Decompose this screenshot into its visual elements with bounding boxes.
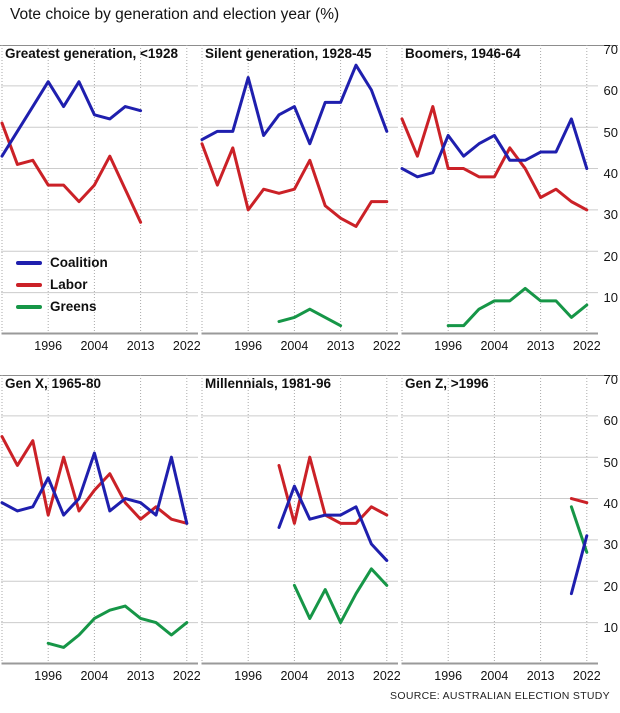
panel-boomers-1946-64: Boomers, 1946-64 — [400, 44, 600, 335]
panel-plot-gen-x-1965-80 — [0, 375, 198, 665]
line-greens — [292, 567, 389, 625]
row-top-rule — [0, 44, 618, 46]
x-tick-label-2004: 2004 — [280, 669, 309, 683]
legend-swatch-greens — [16, 304, 42, 309]
x-tick-label-2022: 2022 — [172, 669, 201, 683]
line-labor — [200, 142, 389, 228]
line-coalition — [0, 451, 189, 525]
row-top-rule — [0, 374, 618, 376]
line-labor — [0, 121, 143, 224]
x-tick-label-1996: 1996 — [234, 669, 263, 683]
line-labor — [0, 435, 189, 525]
chart-title: Vote choice by generation and election y… — [10, 6, 340, 23]
x-tick-label-2004: 2004 — [280, 339, 309, 353]
panel-title-greatest-generation-1928: Greatest generation, <1928 — [5, 46, 178, 61]
legend-label-greens: Greens — [50, 298, 97, 314]
x-tick-label-2004: 2004 — [480, 669, 509, 683]
x-tick-label-2022: 2022 — [572, 339, 601, 353]
y-axis-label: 40 — [603, 496, 618, 512]
x-tick-label-2022: 2022 — [172, 339, 201, 353]
legend-label-coalition: Coalition — [50, 254, 108, 270]
x-tick-label-2013: 2013 — [326, 669, 355, 683]
panel-title-silent-generation-1928-45: Silent generation, 1928-45 — [205, 46, 372, 61]
panel-title-gen-z-1996: Gen Z, >1996 — [405, 376, 489, 391]
y-axis-label: 60 — [603, 83, 618, 99]
y-axis-label: 50 — [603, 124, 618, 140]
legend-swatch-labor — [16, 282, 42, 287]
chart-legend: Coalition Labor Greens — [16, 255, 108, 321]
x-tick-label-1996: 1996 — [34, 339, 63, 353]
panel-plot-silent-generation-1928-45 — [200, 45, 398, 335]
line-greens — [446, 286, 589, 328]
panel-plot-gen-z-1996 — [401, 375, 598, 665]
legend-item-coalition: Coalition — [16, 255, 108, 270]
x-tick-label-1996: 1996 — [434, 339, 463, 353]
x-tick-label-2022: 2022 — [572, 669, 601, 683]
x-tick-label-2022: 2022 — [372, 669, 401, 683]
panel-title-millennials-1981-96: Millennials, 1981-96 — [205, 376, 332, 391]
line-coalition — [277, 484, 389, 563]
line-coalition — [400, 117, 589, 179]
legend-label-labor: Labor — [50, 276, 88, 292]
x-tick-label-2013: 2013 — [326, 339, 355, 353]
legend-item-greens: Greens — [16, 299, 108, 314]
y-axis-label: 70 — [603, 372, 618, 387]
x-tick-label-2013: 2013 — [526, 669, 555, 683]
panel-silent-generation-1928-45: Silent generation, 1928-45 — [200, 44, 400, 335]
x-tick-label-2013: 2013 — [126, 669, 155, 683]
line-coalition — [569, 534, 589, 596]
legend-swatch-coalition — [16, 260, 42, 265]
panel-title-gen-x-1965-80: Gen X, 1965-80 — [5, 376, 102, 391]
y-axis-label: 40 — [603, 166, 618, 182]
line-labor — [277, 455, 389, 525]
panel-title-boomers-1946-64: Boomers, 1946-64 — [405, 46, 521, 61]
x-tick-label-1996: 1996 — [234, 339, 263, 353]
y-axis-label: 30 — [603, 207, 618, 223]
line-labor — [569, 497, 589, 505]
legend-item-labor: Labor — [16, 277, 108, 292]
x-tick-label-1996: 1996 — [434, 669, 463, 683]
x-tick-label-2004: 2004 — [80, 339, 109, 353]
y-axis-label: 20 — [603, 248, 618, 264]
panel-plot-boomers-1946-64 — [400, 45, 598, 335]
panel-plot-greatest-generation-1928 — [0, 45, 198, 335]
line-coalition — [200, 63, 389, 146]
line-greens — [46, 604, 189, 649]
x-tick-label-2013: 2013 — [126, 339, 155, 353]
x-tick-label-2004: 2004 — [80, 669, 109, 683]
y-axis-label: 10 — [603, 620, 618, 636]
panel-plot-millennials-1981-96 — [201, 375, 398, 665]
line-coalition — [0, 80, 143, 158]
y-axis-label: 70 — [603, 42, 618, 57]
line-greens — [277, 307, 343, 328]
x-tick-label-2013: 2013 — [526, 339, 555, 353]
y-axis-label: 10 — [603, 290, 618, 306]
panel-gen-z-1996: Gen Z, >1996 — [400, 374, 600, 665]
panel-greatest-generation-1928: Greatest generation, <1928 — [0, 44, 200, 335]
source-credit: SOURCE: AUSTRALIAN ELECTION STUDY — [390, 690, 610, 702]
y-axis-label: 60 — [603, 413, 618, 429]
line-labor — [400, 105, 589, 212]
panel-millennials-1981-96: Millennials, 1981-96 — [200, 374, 400, 665]
y-axis-label: 20 — [603, 578, 618, 594]
x-tick-label-2022: 2022 — [372, 339, 401, 353]
x-tick-label-2004: 2004 — [480, 339, 509, 353]
y-axis-label: 30 — [603, 537, 618, 553]
panel-gen-x-1965-80: Gen X, 1965-80 — [0, 374, 200, 665]
y-axis-label: 50 — [603, 454, 618, 470]
x-tick-label-1996: 1996 — [34, 669, 63, 683]
